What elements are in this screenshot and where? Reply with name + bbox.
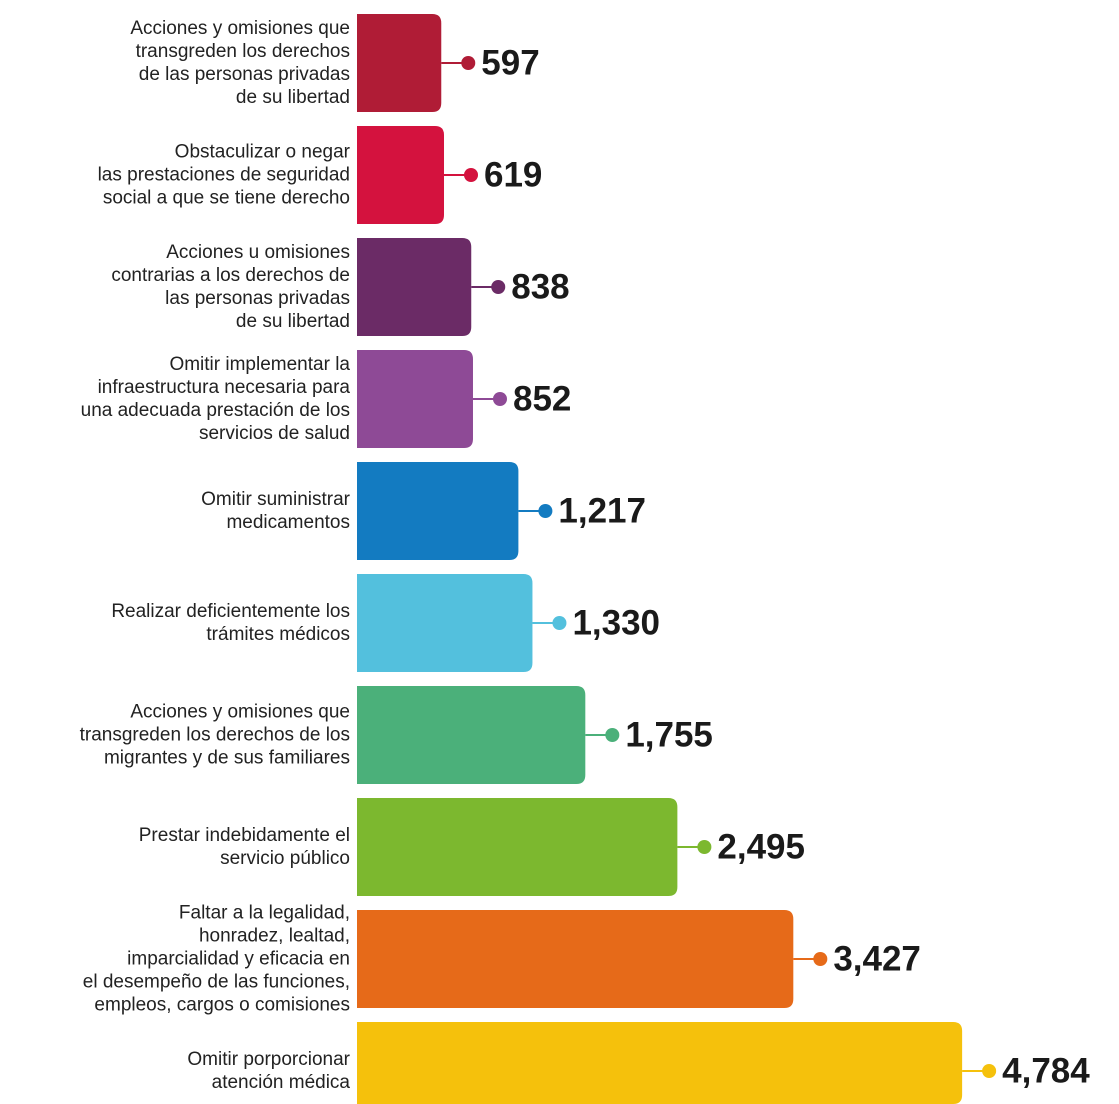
bar [357, 14, 442, 112]
bar [357, 910, 794, 1008]
category-label: Prestar indebidamente el servicio públic… [138, 825, 350, 869]
bar [357, 798, 678, 896]
category-label: Omitir implementar la infraestructura ne… [80, 354, 350, 444]
category-label: Acciones y omisiones que transgreden los… [130, 18, 350, 108]
bar [357, 462, 519, 560]
connector-dot [605, 728, 620, 742]
value-label: 838 [511, 268, 569, 307]
value-label: 4,784 [1002, 1052, 1090, 1091]
connector-dot [538, 504, 553, 518]
connector-dot [697, 840, 712, 854]
value-label: 1,217 [558, 492, 646, 531]
bar [357, 238, 472, 336]
value-label: 1,330 [572, 604, 660, 643]
value-label: 852 [513, 380, 571, 419]
category-label: Realizar deficientemente los trámites mé… [111, 601, 350, 645]
bar [357, 574, 533, 672]
category-label: Obstaculizar o negar las prestaciones de… [97, 141, 350, 209]
bar [357, 126, 445, 224]
connector-dot [491, 280, 506, 294]
connector-dot [982, 1064, 997, 1078]
category-label: Acciones u omisiones contrarias a los de… [111, 242, 350, 332]
value-label: 2,495 [717, 828, 805, 867]
bar [357, 686, 586, 784]
connector-dot [813, 952, 828, 966]
connector-dot [552, 616, 567, 630]
bar [357, 350, 473, 448]
connector-dot [464, 168, 479, 182]
category-label: Omitir porporcionar atención médica [187, 1049, 350, 1093]
value-label: 3,427 [833, 940, 921, 979]
value-label: 597 [481, 44, 539, 83]
value-label: 1,755 [625, 716, 713, 755]
bar [357, 1022, 963, 1104]
connector-dot [461, 56, 476, 70]
value-label: 619 [484, 156, 542, 195]
category-label: Faltar a la legalidad, honradez, lealtad… [82, 902, 350, 1016]
connector-dot [492, 392, 507, 406]
category-label: Omitir suministrar medicamentos [201, 489, 350, 533]
category-label: Acciones y omisiones que transgreden los… [79, 701, 350, 769]
